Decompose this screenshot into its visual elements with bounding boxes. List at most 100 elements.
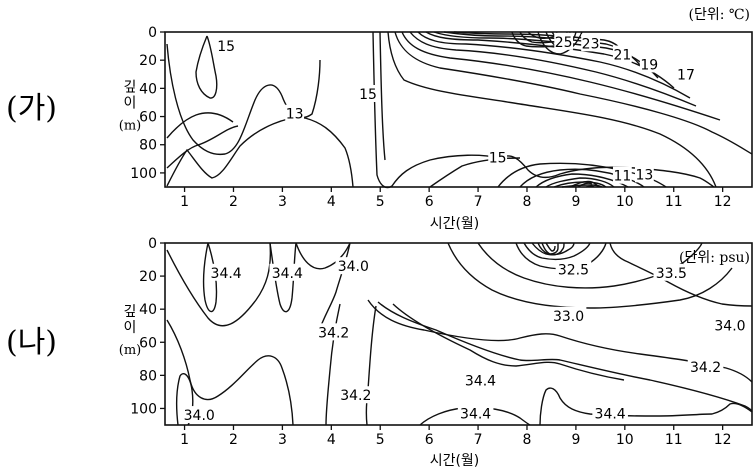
panel-label: (나) [6, 325, 57, 360]
contour-label-bg [269, 263, 306, 281]
contour-line [166, 319, 294, 426]
y-axis-label-char: 깊 [124, 80, 137, 96]
x-tick-label: 6 [425, 432, 434, 448]
contour-line [166, 125, 239, 169]
y-tick-label: 80 [139, 138, 157, 154]
x-tick-label: 5 [376, 432, 385, 448]
x-tick-label: 1 [180, 432, 189, 448]
contour-label-bg [208, 263, 244, 281]
y-axis-label-char: 이 [124, 320, 137, 336]
y-tick-label: 80 [139, 368, 157, 384]
contour-label-bg [653, 263, 690, 281]
x-tick-label: 12 [714, 432, 732, 448]
contour-label: 13 [286, 107, 304, 123]
contour-line [409, 31, 697, 107]
x-tick-label: 1 [180, 194, 189, 210]
contour-line [392, 303, 625, 381]
y-tick-label: 20 [139, 53, 157, 69]
contour-line [569, 180, 599, 188]
contour-label: 33.0 [553, 309, 584, 325]
contour-line [365, 305, 377, 426]
contour-label-bg [488, 148, 508, 166]
contour-line [372, 31, 715, 189]
x-tick-label: 12 [714, 194, 732, 210]
contour-label-bg [337, 386, 374, 404]
contour-label: 17 [677, 67, 695, 83]
y-tick-label: 60 [139, 335, 157, 351]
contour-line [585, 185, 595, 188]
contour-label: 34.0 [184, 408, 215, 424]
contour-line [377, 301, 753, 413]
contour-label: 34.4 [211, 266, 242, 282]
contour-line [545, 242, 556, 252]
contour-line [609, 242, 753, 307]
contour-line [316, 242, 351, 337]
contour-label-bg [550, 306, 587, 324]
x-axis-label: 시간(월) [430, 216, 480, 232]
y-tick-label: 40 [139, 81, 157, 97]
contour-line [577, 182, 593, 188]
x-tick-label: 7 [474, 432, 483, 448]
contour-line [537, 31, 583, 55]
contour-label-bg [592, 404, 628, 422]
contour-line [387, 31, 717, 188]
contour-label-bg [676, 65, 696, 83]
contour-label-bg [612, 45, 632, 63]
contour-line [417, 31, 691, 99]
contour-label-bg [639, 55, 659, 73]
x-tick-label: 3 [278, 432, 287, 448]
x-tick-label: 9 [571, 432, 580, 448]
unit-label: (단위: psu) [679, 250, 750, 266]
contour-label-bg [457, 404, 494, 422]
x-tick-label: 2 [229, 194, 238, 210]
contour-label: 34.2 [340, 388, 371, 404]
contour-label-bg [634, 165, 654, 183]
contour-line [401, 31, 721, 121]
contour-line [295, 242, 351, 270]
contour-label: 23 [582, 36, 600, 52]
unit-label: (단위: ℃) [688, 7, 750, 23]
contour-line [166, 112, 234, 139]
y-axis-label-char: 이 [124, 96, 137, 112]
contour-line [166, 43, 321, 156]
contour-line [561, 184, 603, 188]
contour-label: 33.5 [656, 266, 687, 282]
x-tick-label: 2 [229, 432, 238, 448]
contour-line [367, 299, 753, 383]
x-tick-label: 11 [665, 194, 683, 210]
x-tick-label: 9 [571, 194, 580, 210]
x-tick-label: 4 [327, 194, 336, 210]
x-tick-label: 7 [474, 194, 483, 210]
contour-label-bg [358, 85, 378, 102]
contour-label: 15 [217, 39, 235, 55]
y-axis-unit: (m) [119, 119, 141, 134]
contour-line [379, 31, 386, 161]
y-tick-label: 0 [148, 236, 157, 252]
y-tick-label: 40 [139, 302, 157, 318]
x-axis-label: 시간(월) [430, 453, 480, 469]
contour-label-bg [712, 316, 748, 334]
x-tick-label: 5 [376, 194, 385, 210]
contour-line [447, 242, 733, 309]
x-tick-label: 8 [523, 194, 532, 210]
contour-line [394, 31, 753, 155]
contour-label-bg [612, 166, 632, 184]
y-tick-label: 100 [130, 166, 157, 182]
x-tick-label: 8 [523, 432, 532, 448]
x-tick-label: 4 [327, 432, 336, 448]
contour-line [166, 242, 272, 327]
plot-frame [164, 31, 753, 188]
contour-label: 34.0 [714, 319, 745, 335]
contour-label: 34.4 [460, 406, 491, 422]
contour-line [195, 35, 218, 99]
contour-label-bg [581, 34, 600, 52]
y-axis-unit: (m) [119, 343, 141, 358]
contour-label-bg [216, 37, 236, 55]
y-axis-label-char: 깊 [124, 304, 137, 320]
contour-label-bg [181, 406, 218, 424]
contour-label-bg [554, 32, 574, 50]
y-tick-label: 100 [130, 401, 157, 417]
contour-line [545, 177, 615, 188]
contour-label: 34.2 [690, 360, 721, 376]
